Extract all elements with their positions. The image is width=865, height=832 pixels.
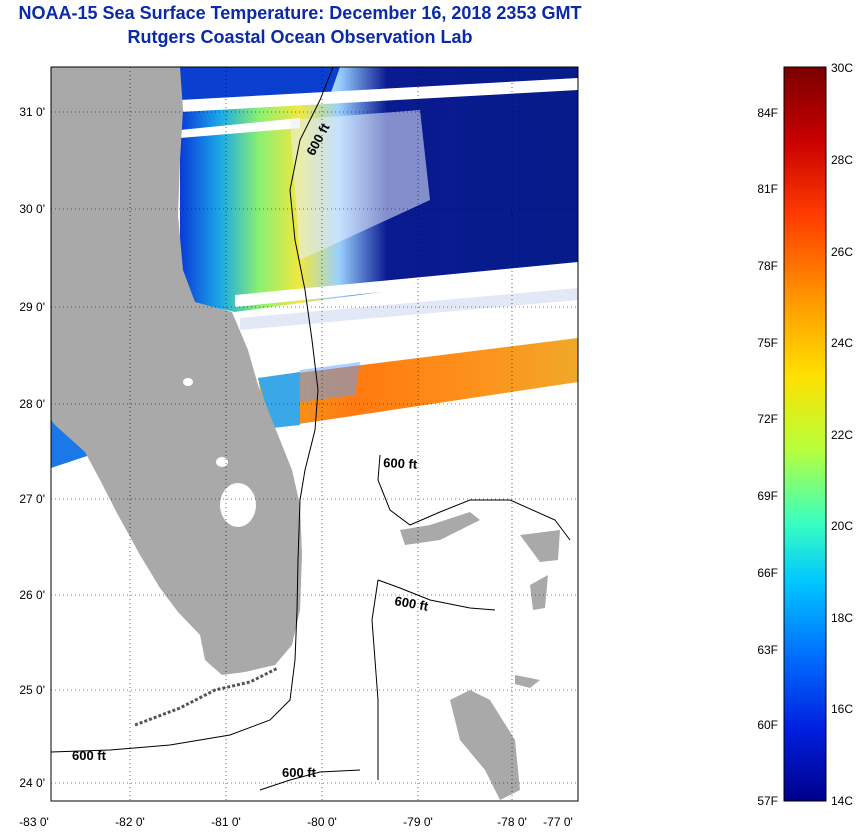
lat-label: 30 0' xyxy=(19,202,45,216)
north-sst-swath xyxy=(180,67,578,312)
lat-label: 29 0' xyxy=(19,300,45,314)
lon-label: -81 0' xyxy=(211,815,241,829)
f-label: 81F xyxy=(757,182,778,196)
f-label: 84F xyxy=(757,106,778,120)
lat-label: 24 0' xyxy=(19,776,45,790)
c-label: 28C xyxy=(831,153,853,167)
f-label: 57F xyxy=(757,794,778,808)
f-label: 69F xyxy=(757,489,778,503)
lon-label: -80 0' xyxy=(307,815,337,829)
contour-label-bahamas: 600 ft xyxy=(383,455,418,472)
f-label: 75F xyxy=(757,336,778,350)
contour-label-central: 600 ft xyxy=(393,593,430,614)
c-label: 24C xyxy=(831,336,853,350)
longitude-labels: -83 0' -82 0' -81 0' -80 0' -79 0' -78 0… xyxy=(19,815,573,829)
c-label: 14C xyxy=(831,794,853,808)
f-label: 63F xyxy=(757,643,778,657)
colorbar-celsius-labels: 30C 28C 26C 24C 22C 20C 18C 16C 14C xyxy=(831,61,853,808)
title-line-1: NOAA-15 Sea Surface Temperature: Decembe… xyxy=(18,3,582,23)
title-line-2: Rutgers Coastal Ocean Observation Lab xyxy=(127,27,473,47)
contour-label-gulf: 600 ft xyxy=(72,748,107,763)
lon-label: -82 0' xyxy=(115,815,145,829)
contour-label-south: 600 ft xyxy=(282,765,317,780)
lat-label: 26 0' xyxy=(19,588,45,602)
sst-map: 600 ft 600 ft 600 ft 600 ft 600 ft 31 0'… xyxy=(19,66,579,829)
colorbar-gradient xyxy=(783,66,827,802)
f-label: 60F xyxy=(757,718,778,732)
lat-label: 27 0' xyxy=(19,492,45,506)
c-label: 20C xyxy=(831,519,853,533)
c-label: 30C xyxy=(831,61,853,75)
f-label: 78F xyxy=(757,259,778,273)
lon-label: -78 0' xyxy=(497,815,527,829)
c-label: 18C xyxy=(831,611,853,625)
c-label: 16C xyxy=(831,702,853,716)
lat-label: 28 0' xyxy=(19,397,45,411)
f-label: 66F xyxy=(757,566,778,580)
bahamas-islands xyxy=(400,512,560,800)
depth-contours xyxy=(50,66,571,791)
c-label: 26C xyxy=(831,245,853,259)
colorbar-fahrenheit-labels: 84F 81F 78F 75F 72F 69F 66F 63F 60F 57F xyxy=(757,106,778,808)
latitude-labels: 31 0' 30 0' 29 0' 28 0' 27 0' 26 0' 25 0… xyxy=(19,105,45,790)
lon-label: -79 0' xyxy=(403,815,433,829)
f-label: 72F xyxy=(757,412,778,426)
lat-label: 25 0' xyxy=(19,683,45,697)
lat-label: 31 0' xyxy=(19,105,45,119)
lon-label: -77 0' xyxy=(543,815,573,829)
c-label: 22C xyxy=(831,428,853,442)
lon-label: -83 0' xyxy=(19,815,49,829)
